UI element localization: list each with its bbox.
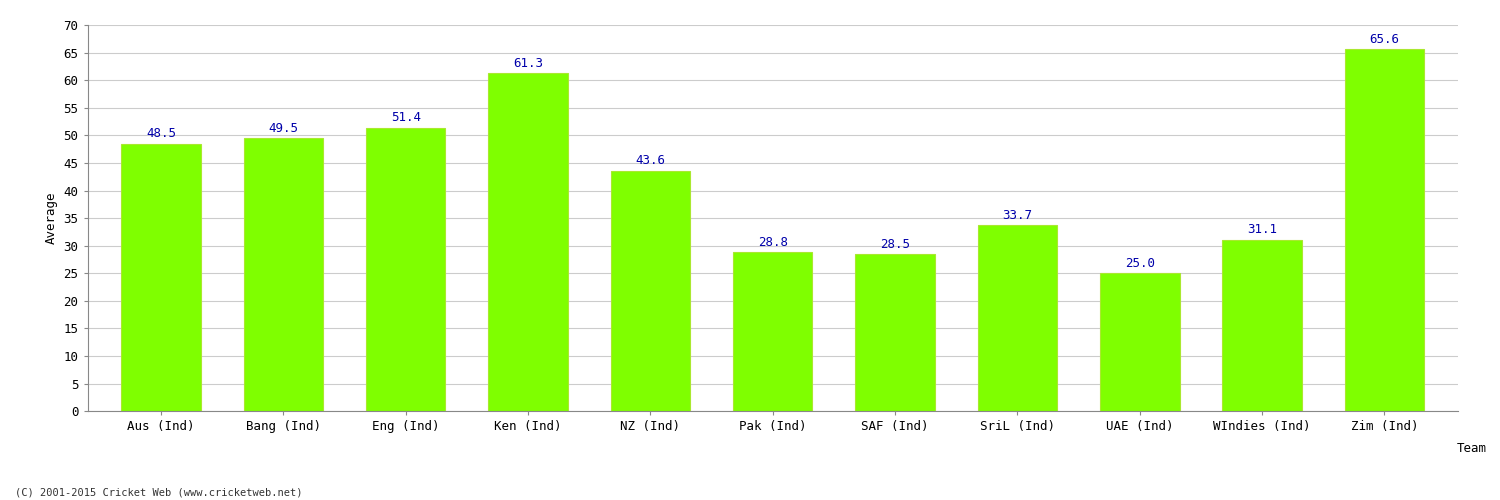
Text: 49.5: 49.5 [268, 122, 298, 135]
Bar [122, 144, 201, 411]
Bar [978, 226, 1058, 411]
Y-axis label: Average: Average [45, 192, 58, 244]
Bar [1344, 50, 1424, 411]
Text: 65.6: 65.6 [1370, 33, 1400, 46]
Text: 25.0: 25.0 [1125, 257, 1155, 270]
Text: 28.5: 28.5 [880, 238, 910, 250]
Text: 43.6: 43.6 [636, 154, 666, 168]
Text: (C) 2001-2015 Cricket Web (www.cricketweb.net): (C) 2001-2015 Cricket Web (www.cricketwe… [15, 488, 303, 498]
Text: 51.4: 51.4 [390, 112, 420, 124]
Text: 33.7: 33.7 [1002, 209, 1032, 222]
Bar [1100, 274, 1179, 411]
X-axis label: Team: Team [1456, 442, 1486, 455]
Bar [489, 73, 568, 411]
Bar [855, 254, 934, 411]
Bar [243, 138, 322, 411]
Text: 28.8: 28.8 [758, 236, 788, 249]
Bar [734, 252, 813, 411]
Bar [1222, 240, 1302, 411]
Bar [610, 170, 690, 411]
Text: 48.5: 48.5 [146, 128, 176, 140]
Bar [366, 128, 446, 411]
Text: 61.3: 61.3 [513, 56, 543, 70]
Text: 31.1: 31.1 [1246, 224, 1276, 236]
